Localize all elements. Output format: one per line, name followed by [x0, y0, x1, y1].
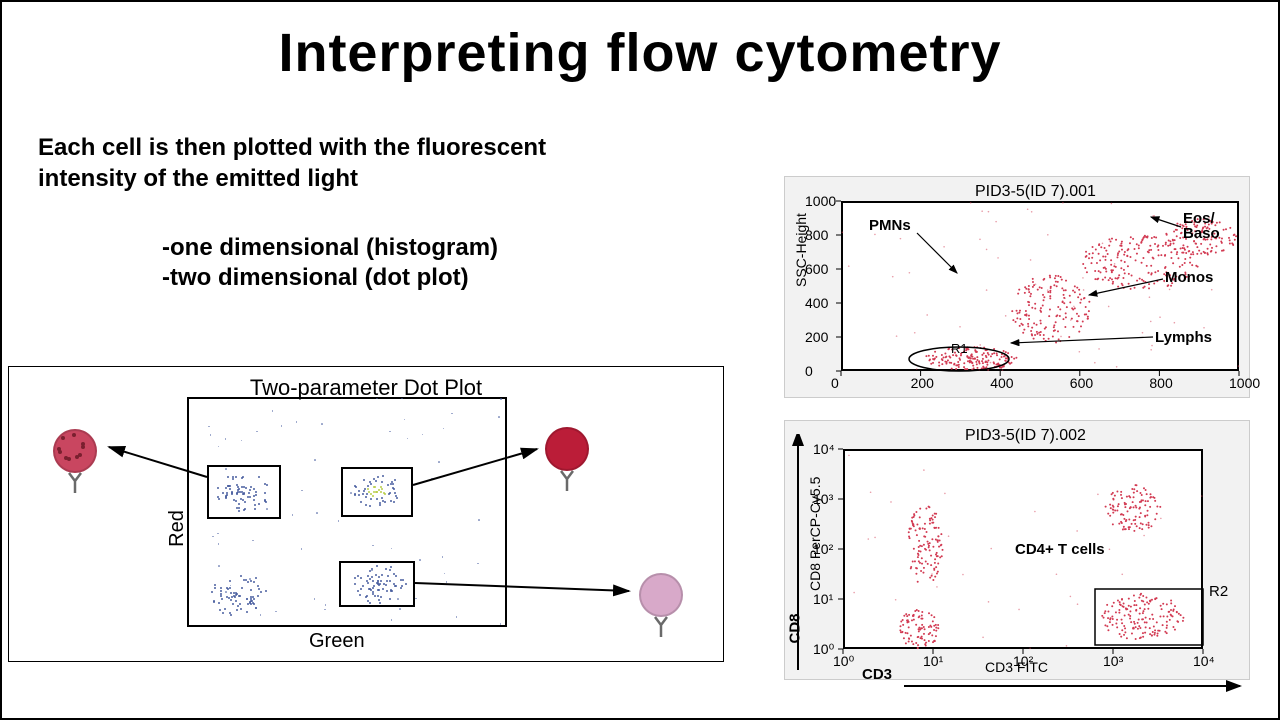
outer-cd8-label: CD8	[787, 613, 804, 643]
outer-cd3-label: CD3	[862, 666, 892, 683]
gate-box	[207, 465, 281, 519]
dot-plot-panel: Two-parameter Dot Plot Red Green	[8, 366, 724, 662]
label-eos: Eos/ Baso	[1183, 211, 1220, 241]
intro-text: Each cell is then plotted with the fluor…	[38, 132, 648, 194]
label-r2: R2	[1209, 583, 1228, 600]
scatter-panel-1: PID3-5(ID 7).001 SSC-Height R1 PMNs Eos/…	[784, 176, 1250, 398]
cell-icon	[545, 427, 589, 471]
label-pmn: PMNs	[869, 217, 911, 234]
scatter1-title: PID3-5(ID 7).001	[975, 183, 1096, 201]
dot-plot-ylabel: Red	[166, 510, 189, 547]
scatter-panel-2: PID3-5(ID 7).002 CD8 PerCP-Cy5.5 CD3 FIT…	[784, 420, 1250, 680]
dot-plot-xlabel: Green	[309, 630, 365, 653]
label-cd4: CD4+ T cells	[1015, 541, 1105, 558]
bullet-1: -one dimensional (histogram)	[162, 234, 498, 262]
label-monos: Monos	[1165, 269, 1213, 286]
scatter2-title: PID3-5(ID 7).002	[965, 427, 1086, 445]
page-title: Interpreting flow cytometry	[2, 22, 1278, 84]
gate-box	[339, 561, 415, 607]
cell-icon	[53, 429, 97, 473]
cell-icon	[639, 573, 683, 617]
bullet-2: -two dimensional (dot plot)	[162, 264, 469, 292]
label-lymph: Lymphs	[1155, 329, 1212, 346]
gate-box	[341, 467, 413, 517]
outer-x-arrow	[902, 678, 1246, 694]
